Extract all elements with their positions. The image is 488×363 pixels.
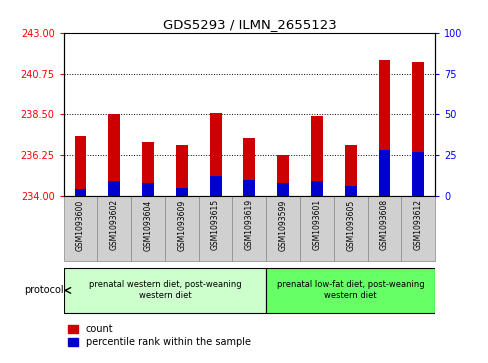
- Bar: [411, 152, 424, 196]
- Title: GDS5293 / ILMN_2655123: GDS5293 / ILMN_2655123: [162, 19, 336, 32]
- Bar: [108, 182, 120, 196]
- Text: GSM1093609: GSM1093609: [177, 199, 186, 250]
- FancyBboxPatch shape: [266, 268, 434, 313]
- Bar: [378, 60, 389, 196]
- Text: GSM1093601: GSM1093601: [312, 199, 321, 250]
- Bar: [411, 62, 424, 196]
- Bar: [142, 142, 154, 196]
- Text: GSM1093604: GSM1093604: [143, 199, 152, 250]
- FancyBboxPatch shape: [333, 196, 367, 261]
- Text: prenatal western diet, post-weaning
western diet: prenatal western diet, post-weaning west…: [88, 280, 241, 301]
- Text: GSM1093599: GSM1093599: [278, 199, 287, 250]
- Bar: [378, 150, 389, 196]
- Bar: [74, 189, 86, 196]
- FancyBboxPatch shape: [367, 196, 401, 261]
- FancyBboxPatch shape: [300, 196, 333, 261]
- Bar: [243, 180, 255, 196]
- Bar: [310, 116, 322, 196]
- Bar: [209, 113, 221, 196]
- Text: GSM1093619: GSM1093619: [244, 199, 253, 250]
- FancyBboxPatch shape: [164, 196, 198, 261]
- Bar: [277, 183, 288, 196]
- Text: GSM1093608: GSM1093608: [379, 199, 388, 250]
- FancyBboxPatch shape: [232, 196, 266, 261]
- Bar: [344, 145, 356, 196]
- Bar: [142, 183, 154, 196]
- FancyBboxPatch shape: [401, 196, 434, 261]
- FancyBboxPatch shape: [198, 196, 232, 261]
- Bar: [243, 138, 255, 196]
- Text: GSM1093602: GSM1093602: [109, 199, 119, 250]
- Text: GSM1093615: GSM1093615: [211, 199, 220, 250]
- Text: GSM1093612: GSM1093612: [413, 199, 422, 250]
- Bar: [209, 176, 221, 196]
- Legend: count, percentile rank within the sample: count, percentile rank within the sample: [68, 324, 250, 347]
- Text: GSM1093600: GSM1093600: [76, 199, 85, 250]
- Bar: [176, 145, 187, 196]
- FancyBboxPatch shape: [131, 196, 164, 261]
- FancyBboxPatch shape: [63, 268, 266, 313]
- Bar: [310, 182, 322, 196]
- FancyBboxPatch shape: [63, 196, 97, 261]
- Bar: [344, 186, 356, 196]
- FancyBboxPatch shape: [266, 196, 300, 261]
- Bar: [277, 155, 288, 196]
- Bar: [74, 136, 86, 196]
- Text: prenatal low-fat diet, post-weaning
western diet: prenatal low-fat diet, post-weaning west…: [276, 280, 424, 301]
- Text: protocol: protocol: [24, 285, 63, 295]
- Bar: [108, 114, 120, 196]
- FancyBboxPatch shape: [97, 196, 131, 261]
- Bar: [176, 188, 187, 196]
- Text: GSM1093605: GSM1093605: [346, 199, 354, 250]
